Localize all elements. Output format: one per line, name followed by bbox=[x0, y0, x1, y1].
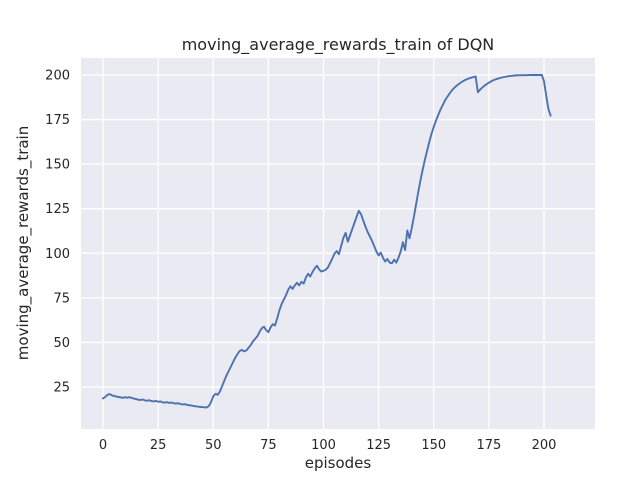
y-tick-label: 75 bbox=[53, 291, 70, 306]
x-axis-label: episodes bbox=[305, 454, 372, 472]
y-tick-labels: 25 50 75 100 125 150 175 200 bbox=[45, 68, 70, 395]
y-tick-label: 150 bbox=[45, 158, 70, 173]
x-tick-label: 125 bbox=[366, 438, 391, 453]
x-tick-label: 200 bbox=[532, 438, 557, 453]
x-tick-labels: 0 25 50 75 100 125 150 175 200 bbox=[99, 438, 557, 453]
x-tick-label: 100 bbox=[311, 438, 336, 453]
chart-title: moving_average_rewards_train of DQN bbox=[182, 35, 495, 55]
y-tick-label: 100 bbox=[45, 247, 70, 262]
x-tick-label: 50 bbox=[205, 438, 222, 453]
y-tick-label: 25 bbox=[53, 381, 70, 396]
x-tick-label: 175 bbox=[476, 438, 501, 453]
x-tick-label: 75 bbox=[260, 438, 277, 453]
y-tick-label: 175 bbox=[45, 113, 70, 128]
dqn-reward-line bbox=[102, 74, 552, 409]
x-tick-label: 0 bbox=[99, 438, 107, 453]
line-series-group bbox=[102, 74, 552, 409]
grid bbox=[81, 58, 595, 429]
x-tick-label: 150 bbox=[421, 438, 446, 453]
x-tick-label: 25 bbox=[150, 438, 167, 453]
y-tick-label: 50 bbox=[53, 336, 70, 351]
y-tick-label: 125 bbox=[45, 202, 70, 217]
y-axis-label: moving_average_rewards_train bbox=[14, 126, 33, 360]
y-tick-label: 200 bbox=[45, 68, 70, 83]
